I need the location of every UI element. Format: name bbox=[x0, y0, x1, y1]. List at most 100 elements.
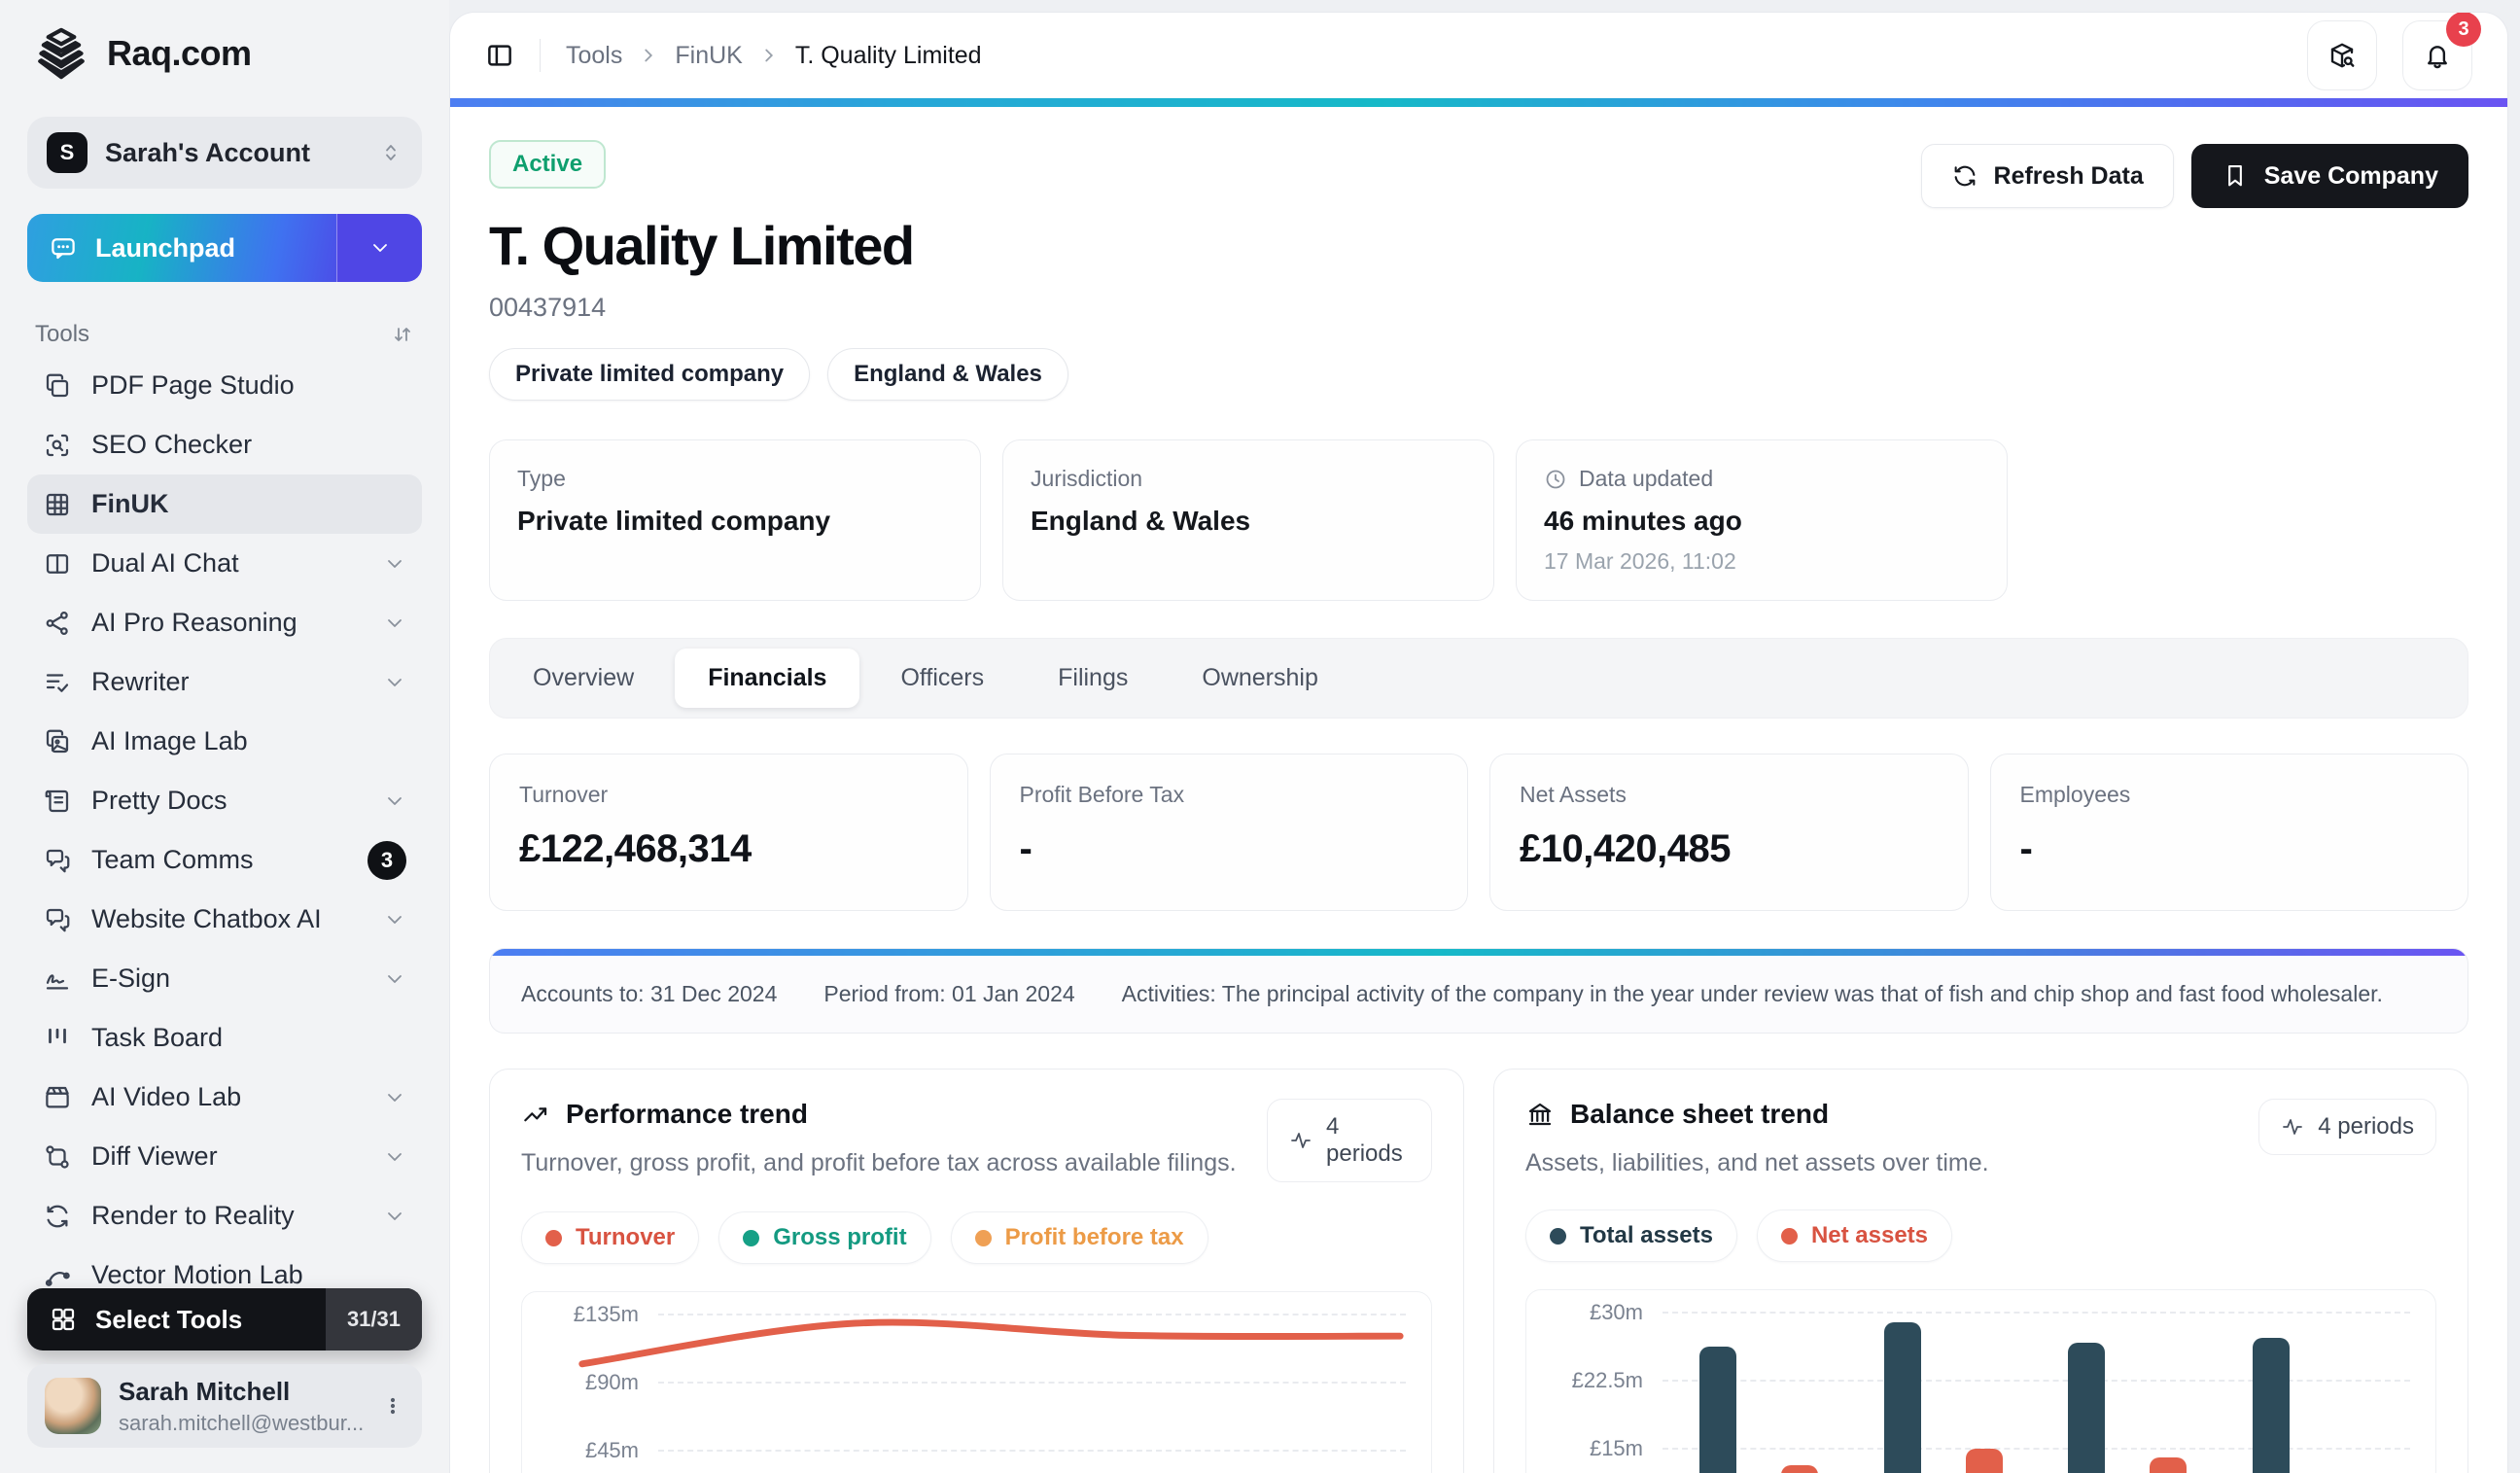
header-actions: Refresh Data Save Company bbox=[1921, 140, 2468, 208]
bar-group bbox=[1884, 1322, 2003, 1473]
refresh-data-button[interactable]: Refresh Data bbox=[1921, 144, 2174, 208]
user-card[interactable]: Sarah Mitchell sarah.mitchell@westbur... bbox=[27, 1364, 422, 1448]
accounts-to: Accounts to: 31 Dec 2024 bbox=[521, 981, 777, 1007]
chevron-down-icon bbox=[383, 1205, 406, 1228]
data-updated-timestamp: 17 Mar 2026, 11:02 bbox=[1544, 548, 1979, 575]
total-assets-dot bbox=[1550, 1228, 1566, 1245]
notifications-button[interactable]: 3 bbox=[2402, 20, 2472, 90]
tools-section-title: Tools bbox=[35, 321, 89, 348]
chat-bubbles-icon bbox=[43, 905, 72, 934]
package-search-button[interactable] bbox=[2307, 20, 2377, 90]
balance-sheet-trend-title: Balance sheet trend bbox=[1570, 1099, 1829, 1130]
performance-chart-panel: £135m£90m£45m£0 bbox=[521, 1291, 1432, 1473]
clapperboard-icon bbox=[43, 1083, 72, 1112]
gross-profit-dot bbox=[743, 1230, 759, 1246]
bar-group bbox=[2068, 1343, 2187, 1473]
launchpad-main[interactable]: Launchpad bbox=[27, 214, 336, 282]
trending-up-icon bbox=[521, 1100, 550, 1129]
sidebar-item-team-comms[interactable]: Team Comms 3 bbox=[27, 830, 422, 890]
metric-net-assets: Net Assets £10,420,485 bbox=[1489, 754, 1969, 911]
sidebar-item-ai-video-lab[interactable]: AI Video Lab bbox=[27, 1068, 422, 1127]
jurisdiction-chip: England & Wales bbox=[827, 348, 1068, 401]
bar-total-assets bbox=[1699, 1347, 1736, 1473]
launchpad-button[interactable]: Launchpad bbox=[27, 214, 422, 282]
launchpad-dropdown[interactable] bbox=[336, 214, 422, 282]
breadcrumb-tools[interactable]: Tools bbox=[566, 42, 622, 70]
user-name: Sarah Mitchell bbox=[119, 1377, 364, 1407]
app-root: Raq.com S Sarah's Account Launchpad Tool… bbox=[0, 0, 2520, 1473]
tab-officers[interactable]: Officers bbox=[867, 649, 1017, 708]
sidebar-item-task-board[interactable]: Task Board bbox=[27, 1008, 422, 1068]
sidebar-item-pdf-page-studio[interactable]: PDF Page Studio bbox=[27, 356, 422, 415]
topbar-divider bbox=[540, 39, 541, 72]
rewrite-check-icon bbox=[43, 668, 72, 697]
bar-total-assets bbox=[1884, 1322, 1921, 1473]
sidebar-item-website-chatbox-ai[interactable]: Website Chatbox AI bbox=[27, 890, 422, 949]
sidebar-bottom: Select Tools 31/31 Sarah Mitchell sarah.… bbox=[27, 1288, 422, 1448]
sidebar-item-e-sign[interactable]: E-Sign bbox=[27, 949, 422, 1008]
sidebar-item-finuk[interactable]: FinUK bbox=[27, 474, 422, 534]
image-copy-icon bbox=[43, 727, 72, 756]
metric-employees: Employees - bbox=[1990, 754, 2469, 911]
net-assets-dot bbox=[1781, 1228, 1798, 1245]
table-grid-icon bbox=[43, 490, 72, 519]
sidebar-item-seo-checker[interactable]: SEO Checker bbox=[27, 415, 422, 474]
chevron-down-icon bbox=[383, 1086, 406, 1109]
sidebar-item-ai-pro-reasoning[interactable]: AI Pro Reasoning bbox=[27, 593, 422, 652]
network-nodes-icon bbox=[43, 609, 72, 638]
tab-financials[interactable]: Financials bbox=[675, 649, 859, 708]
balance-sheet-trend-card: Balance sheet trend Assets, liabilities,… bbox=[1493, 1069, 2468, 1473]
tab-overview[interactable]: Overview bbox=[500, 649, 667, 708]
breadcrumb-finuk[interactable]: FinUK bbox=[675, 42, 742, 70]
sidebar-item-render-to-reality[interactable]: Render to Reality bbox=[27, 1186, 422, 1245]
tab-filings[interactable]: Filings bbox=[1025, 649, 1161, 708]
legend-net-assets[interactable]: Net assets bbox=[1757, 1210, 1952, 1262]
legend-turnover[interactable]: Turnover bbox=[521, 1211, 699, 1264]
select-tools-button[interactable]: Select Tools 31/31 bbox=[27, 1288, 422, 1350]
legend-gross-profit[interactable]: Gross profit bbox=[718, 1211, 930, 1264]
kebab-menu-icon[interactable] bbox=[381, 1394, 404, 1418]
select-tools-main[interactable]: Select Tools bbox=[27, 1305, 326, 1335]
topbar: Tools FinUK T. Quality Limited 3 bbox=[450, 13, 2507, 98]
sidebar-toggle-button[interactable] bbox=[485, 41, 514, 70]
performance-periods-badge: 4 periods bbox=[1267, 1099, 1432, 1182]
balance-periods-badge: 4 periods bbox=[2258, 1099, 2436, 1155]
package-search-icon bbox=[2328, 41, 2357, 70]
tab-ownership[interactable]: Ownership bbox=[1169, 649, 1351, 708]
period-from: Period from: 01 Jan 2024 bbox=[823, 981, 1074, 1007]
balance-bars bbox=[1699, 1315, 2371, 1473]
kanban-icon bbox=[43, 1024, 72, 1053]
info-card-type: Type Private limited company bbox=[489, 439, 981, 601]
company-name: T. Quality Limited bbox=[489, 214, 1068, 277]
sidebar-item-diff-viewer[interactable]: Diff Viewer bbox=[27, 1127, 422, 1186]
chevron-right-icon bbox=[758, 45, 780, 66]
sidebar-item-dual-ai-chat[interactable]: Dual AI Chat bbox=[27, 534, 422, 593]
pdf-pages-icon bbox=[43, 371, 72, 401]
main-card: Tools FinUK T. Quality Limited 3 bbox=[449, 12, 2508, 1473]
sidebar-item-rewriter[interactable]: Rewriter bbox=[27, 652, 422, 712]
sort-arrows-icon[interactable] bbox=[391, 323, 414, 346]
accent-gradient-bar bbox=[450, 98, 2507, 107]
user-avatar bbox=[45, 1378, 101, 1434]
bar-group bbox=[2253, 1338, 2371, 1473]
sidebar-item-pretty-docs[interactable]: Pretty Docs bbox=[27, 771, 422, 830]
chevron-down-icon bbox=[383, 967, 406, 991]
bar-group bbox=[1699, 1347, 1818, 1473]
breadcrumb-current: T. Quality Limited bbox=[795, 42, 982, 70]
charts-row: Performance trend Turnover, gross profit… bbox=[489, 1069, 2468, 1473]
accounts-banner: Accounts to: 31 Dec 2024 Period from: 01… bbox=[489, 948, 2468, 1034]
legend-profit-before-tax[interactable]: Profit before tax bbox=[951, 1211, 1208, 1264]
content: Active T. Quality Limited 00437914 Priva… bbox=[450, 107, 2507, 1473]
chat-launcher-icon bbox=[49, 233, 78, 263]
save-company-button[interactable]: Save Company bbox=[2191, 144, 2468, 208]
legend-total-assets[interactable]: Total assets bbox=[1525, 1210, 1737, 1262]
account-switcher[interactable]: S Sarah's Account bbox=[27, 117, 422, 189]
performance-legend: Turnover Gross profit Profit before tax bbox=[521, 1211, 1432, 1264]
chat-bubbles-icon bbox=[43, 846, 72, 875]
sidebar-item-ai-image-lab[interactable]: AI Image Lab bbox=[27, 712, 422, 771]
bookmark-icon bbox=[2222, 162, 2249, 190]
performance-trend-title: Performance trend bbox=[566, 1099, 808, 1130]
balance-sheet-trend-subtitle: Assets, liabilities, and net assets over… bbox=[1525, 1145, 1989, 1180]
line-series-turnover bbox=[582, 1322, 1400, 1364]
performance-trend-subtitle: Turnover, gross profit, and profit befor… bbox=[521, 1145, 1237, 1180]
